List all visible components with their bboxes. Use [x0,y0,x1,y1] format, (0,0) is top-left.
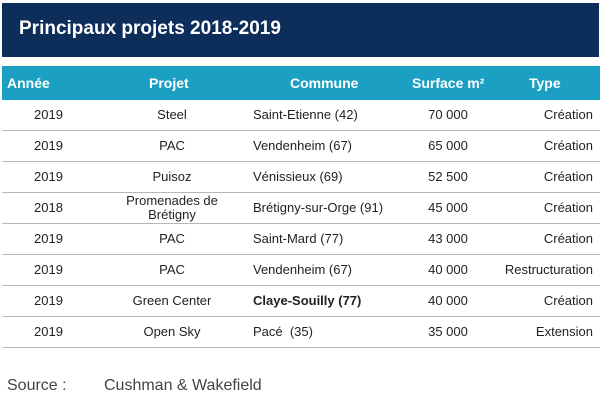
source-note: Source : Cushman & Wakefield [7,377,262,395]
table-row: 2019 Puisoz Vénissieux (69) 52 500 Créat… [2,162,600,193]
cell-commune: Saint-Mard (77) [253,231,344,246]
table-row: 2019 Steel Saint-Etienne (42) 70 000 Cré… [2,100,600,131]
cell-commune: Brétigny-sur-Orge (91) [253,200,384,215]
cell-annee: 2019 [34,324,63,339]
table-row: 2019 Open Sky Pacé (35) 35 000 Extension [2,317,600,348]
cell-annee: 2019 [34,262,63,277]
cell-commune: Claye-Souilly (77) [253,293,362,308]
cell-commune: Vendenheim (67) [253,262,353,277]
cell-surface: 65 000 [428,138,468,153]
cell-type: Création [543,107,593,122]
cell-type: Création [543,169,593,184]
cell-commune: Vénissieux (69) [253,169,343,184]
table-row: 2019 PAC Vendenheim (67) 65 000 Création [2,131,600,162]
cell-surface: 40 000 [428,293,468,308]
cell-annee: 2019 [34,107,63,122]
header-annee: Année [7,75,50,91]
cell-annee: 2019 [34,231,63,246]
cell-projet: Promenades de Brétigny [126,194,218,222]
cell-surface: 45 000 [428,200,468,215]
table-row: 2019 PAC Vendenheim (67) 40 000 Restruct… [2,255,600,286]
cell-projet: Steel [157,107,187,122]
header-type: Type [529,75,561,91]
cell-projet: Green Center [132,293,212,308]
header-projet: Projet [149,75,189,91]
cell-type: Création [543,293,593,308]
cell-surface: 43 000 [428,231,468,246]
title-bar: Principaux projets 2018-2019 [2,3,599,57]
cell-annee: 2018 [34,200,63,215]
cell-type: Création [543,231,593,246]
cell-commune: Saint-Etienne (42) [253,107,358,122]
cell-type: Restructuration [504,262,593,277]
projects-table: Année Projet Commune Surface m² Type 201… [2,66,600,348]
cell-projet: PAC [159,138,185,153]
cell-type: Extension [535,324,593,339]
header-surface: Surface m² [412,75,485,91]
source-value: Cushman & Wakefield [104,377,262,394]
cell-projet: Puisoz [152,169,192,184]
table-row: 2018 Promenades de Brétigny Brétigny-sur… [2,193,600,224]
cell-type: Création [543,200,593,215]
source-label: Source : [7,377,67,394]
table-row: 2019 Green Center Claye-Souilly (77) 40 … [2,286,600,317]
cell-surface: 40 000 [428,262,468,277]
cell-commune: Pacé (35) [253,324,313,339]
cell-annee: 2019 [34,138,63,153]
page-title: Principaux projets 2018-2019 [19,18,281,39]
cell-annee: 2019 [34,293,63,308]
header-commune: Commune [290,75,359,91]
cell-surface: 52 500 [428,169,468,184]
cell-surface: 70 000 [428,107,468,122]
cell-surface: 35 000 [428,324,468,339]
cell-projet: Open Sky [143,324,201,339]
cell-commune: Vendenheim (67) [253,138,353,153]
cell-projet: PAC [159,231,185,246]
cell-projet: PAC [159,262,185,277]
cell-annee: 2019 [34,169,63,184]
cell-type: Création [543,138,593,153]
table-header: Année Projet Commune Surface m² Type [2,66,600,100]
table-row: 2019 PAC Saint-Mard (77) 43 000 Création [2,224,600,255]
